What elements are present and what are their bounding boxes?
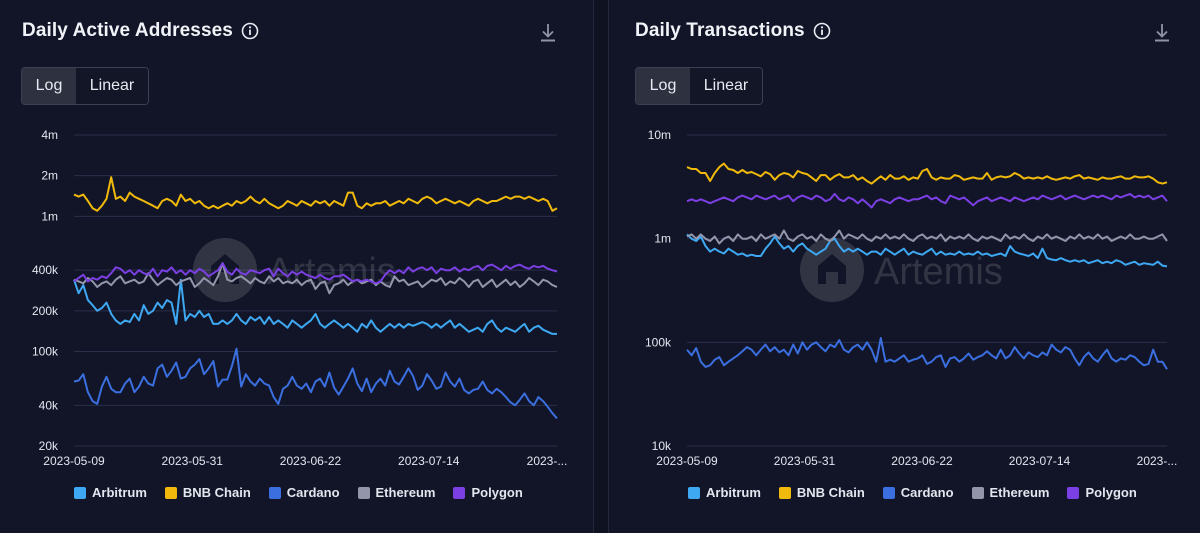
legend-item-polygon[interactable]: Polygon bbox=[453, 485, 523, 500]
daily-active-addresses-chart: 20k 40k 100k 200k 400k 1m 2m 4m 2023-05-09 2023-0… bbox=[32, 128, 568, 468]
scale-toggle: Log Linear bbox=[635, 67, 763, 105]
y-tick-label: 100k bbox=[32, 345, 59, 359]
legend-item-ethereum[interactable]: Ethereum bbox=[971, 485, 1050, 500]
legend-swatch bbox=[164, 486, 177, 499]
series-line-arbitrum[interactable] bbox=[73, 278, 557, 335]
series-line-bnb-chain[interactable] bbox=[686, 162, 1168, 185]
artemis-watermark: Artemis bbox=[193, 238, 396, 302]
legend-label: BNB Chain bbox=[796, 485, 865, 500]
y-tick-label: 1m bbox=[654, 232, 671, 246]
legend-label: Arbitrum bbox=[706, 485, 761, 500]
series-line-ethereum[interactable] bbox=[73, 262, 558, 295]
legend-swatch bbox=[268, 486, 281, 499]
log-scale-button[interactable]: Log bbox=[636, 68, 690, 104]
legend-swatch bbox=[453, 486, 466, 499]
legend-label: Ethereum bbox=[989, 485, 1050, 500]
series-line-polygon[interactable] bbox=[73, 262, 558, 285]
y-tick-label: 10k bbox=[652, 439, 672, 453]
legend-label: Ethereum bbox=[375, 485, 436, 500]
x-tick-label: 2023-05-09 bbox=[43, 454, 105, 468]
info-icon[interactable] bbox=[241, 22, 259, 40]
x-tick-label: 2023-07-14 bbox=[398, 454, 460, 468]
legend-label: Cardano bbox=[286, 485, 340, 500]
legend-item-bnb-chain[interactable]: BNB Chain bbox=[778, 485, 865, 500]
legend-item-arbitrum[interactable]: Arbitrum bbox=[74, 485, 147, 500]
x-tick-label: 2023-05-09 bbox=[656, 454, 718, 468]
chart-legend: Arbitrum BNB Chain Cardano Ethereum Polygon bbox=[74, 485, 541, 500]
legend-item-polygon[interactable]: Polygon bbox=[1067, 485, 1137, 500]
linear-scale-button[interactable]: Linear bbox=[690, 68, 762, 104]
legend-swatch bbox=[1067, 486, 1080, 499]
x-tick-label: 2023-05-31 bbox=[162, 454, 224, 468]
x-tick-label: 2023-06-22 bbox=[280, 454, 342, 468]
series-line-ethereum[interactable] bbox=[686, 229, 1168, 245]
legend-swatch bbox=[971, 486, 984, 499]
legend-item-bnb-chain[interactable]: BNB Chain bbox=[164, 485, 251, 500]
x-tick-label: 2023-05-31 bbox=[774, 454, 836, 468]
legend-label: Polygon bbox=[1085, 485, 1137, 500]
legend-item-cardano[interactable]: Cardano bbox=[882, 485, 954, 500]
panel-title: Daily Transactions bbox=[635, 20, 805, 41]
panel-daily-transactions: Daily Transactions Log Linear 10k 100k 1m 1… bbox=[609, 0, 1200, 533]
series-line-cardano[interactable] bbox=[686, 337, 1168, 370]
series-line-bnb-chain[interactable] bbox=[73, 176, 558, 212]
legend-label: Polygon bbox=[471, 485, 523, 500]
download-icon[interactable] bbox=[1153, 22, 1171, 44]
panel-daily-active-addresses: Daily Active Addresses Log Linear 20k 40k… bbox=[0, 0, 593, 533]
y-tick-label: 2m bbox=[41, 169, 58, 183]
y-tick-label: 1m bbox=[41, 209, 58, 223]
panel-divider bbox=[593, 0, 609, 533]
series-line-cardano[interactable] bbox=[73, 347, 558, 420]
log-scale-button[interactable]: Log bbox=[22, 68, 76, 104]
chart-legend: Arbitrum BNB Chain Cardano Ethereum Polygon bbox=[688, 485, 1155, 500]
y-tick-label: 400k bbox=[32, 263, 59, 277]
y-tick-label: 200k bbox=[32, 304, 59, 318]
y-tick-label: 20k bbox=[39, 439, 59, 453]
legend-item-cardano[interactable]: Cardano bbox=[268, 485, 340, 500]
daily-transactions-chart: 10k 100k 1m 10m 2023-05-09 2023-05-31 2023-06-… bbox=[645, 128, 1178, 468]
legend-item-arbitrum[interactable]: Arbitrum bbox=[688, 485, 761, 500]
legend-swatch bbox=[74, 486, 86, 499]
scale-toggle: Log Linear bbox=[21, 67, 149, 105]
y-tick-label: 100k bbox=[645, 335, 672, 349]
x-tick-label: 2023-... bbox=[1137, 454, 1178, 468]
panel-title: Daily Active Addresses bbox=[22, 20, 233, 41]
legend-swatch bbox=[688, 486, 700, 499]
download-icon[interactable] bbox=[539, 22, 557, 44]
x-tick-label: 2023-06-22 bbox=[891, 454, 953, 468]
x-tick-label: 2023-... bbox=[527, 454, 568, 468]
series-line-polygon[interactable] bbox=[686, 192, 1168, 209]
legend-label: Arbitrum bbox=[92, 485, 147, 500]
legend-swatch bbox=[882, 486, 895, 499]
legend-swatch bbox=[357, 486, 370, 499]
y-tick-label: 4m bbox=[41, 128, 58, 142]
x-tick-label: 2023-07-14 bbox=[1009, 454, 1071, 468]
y-tick-label: 10m bbox=[648, 128, 671, 142]
watermark-text: Artemis bbox=[874, 251, 1003, 293]
watermark-text: Artemis bbox=[267, 251, 396, 293]
legend-item-ethereum[interactable]: Ethereum bbox=[357, 485, 436, 500]
panel-header: Daily Transactions bbox=[635, 20, 831, 42]
series-line-arbitrum[interactable] bbox=[686, 233, 1168, 268]
artemis-watermark: Artemis bbox=[800, 238, 1003, 302]
linear-scale-button[interactable]: Linear bbox=[76, 68, 148, 104]
legend-label: Cardano bbox=[900, 485, 954, 500]
info-icon[interactable] bbox=[813, 22, 831, 40]
legend-label: BNB Chain bbox=[182, 485, 251, 500]
panel-header: Daily Active Addresses bbox=[22, 20, 259, 42]
y-tick-label: 40k bbox=[39, 398, 59, 412]
legend-swatch bbox=[778, 486, 791, 499]
